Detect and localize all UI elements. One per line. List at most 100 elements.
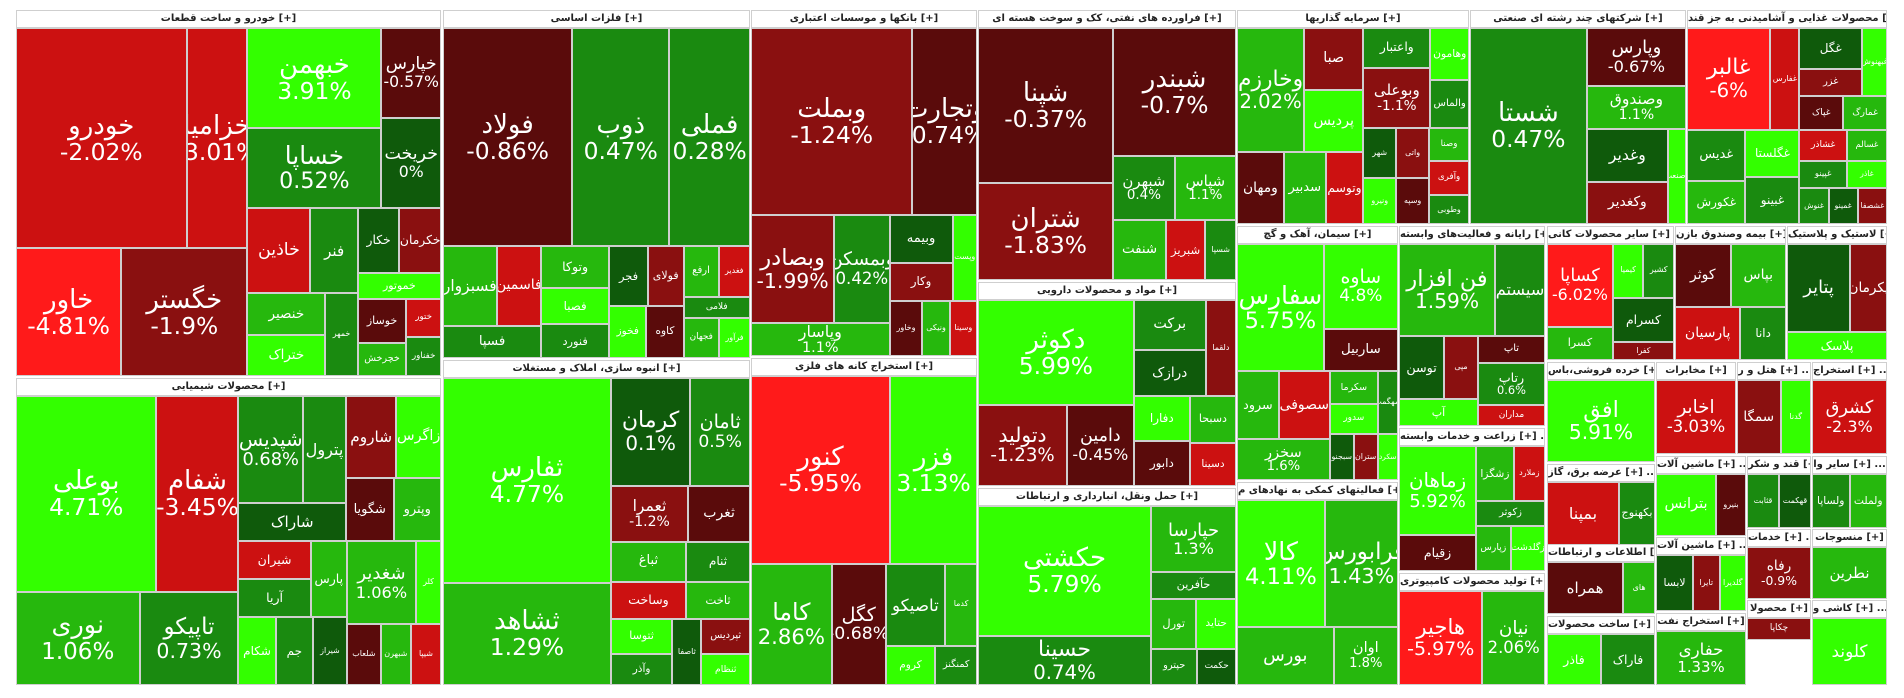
stock-tile[interactable]: کلوند: [1812, 618, 1887, 685]
stock-tile[interactable]: افق 5.91%: [1547, 380, 1655, 462]
stock-tile[interactable]: خفناور: [406, 337, 441, 376]
stock-tile[interactable]: کدما: [945, 563, 977, 646]
stock-tile[interactable]: غزر: [1799, 68, 1862, 96]
stock-tile[interactable]: زماهان 5.92%: [1399, 446, 1477, 536]
stock-tile[interactable]: خکرمان: [399, 208, 441, 273]
stock-tile[interactable]: فجر: [609, 246, 648, 306]
stock-tile[interactable]: خنصیر: [247, 293, 326, 335]
sector-title[interactable]: مخابرات [+]: [1656, 362, 1736, 380]
stock-tile[interactable]: ثنظام: [701, 654, 750, 685]
sector-title[interactable]: عرضه برق، گاز [+] ...: [1547, 464, 1655, 482]
stock-tile[interactable]: دکوثر 5.99%: [978, 300, 1134, 405]
sector-title[interactable]: انبوه سازی، املاک و مستغلات [+]: [443, 360, 750, 378]
stock-tile[interactable]: ثفارس 4.77%: [443, 378, 611, 583]
stock-tile[interactable]: دانا: [1740, 306, 1786, 360]
stock-tile[interactable]: بوعلی 4.71%: [16, 396, 157, 593]
sector-title[interactable]: ماشین آلات [+] ...: [1656, 537, 1746, 555]
stock-tile[interactable]: واتی: [1396, 127, 1430, 179]
stock-tile[interactable]: ثباغ: [610, 541, 686, 582]
stock-tile[interactable]: ختراک: [247, 334, 326, 376]
stock-tile[interactable]: گلدیرا: [1719, 555, 1746, 611]
stock-tile[interactable]: سمگا: [1737, 380, 1781, 454]
stock-tile[interactable]: حکشتی 5.79%: [978, 506, 1152, 637]
stock-tile[interactable]: بکهنوج: [1619, 482, 1655, 545]
stock-tile[interactable]: حکمت: [1197, 648, 1236, 685]
stock-tile[interactable]: ساوه 4.8%: [1323, 244, 1398, 329]
stock-tile[interactable]: ثعمرا -1.2%: [610, 485, 689, 542]
stock-tile[interactable]: بترانس: [1656, 474, 1716, 536]
stock-tile[interactable]: فسپا: [443, 325, 542, 358]
stock-tile[interactable]: لابسا: [1656, 555, 1694, 611]
stock-tile[interactable]: فنر: [310, 208, 358, 294]
stock-tile[interactable]: پردیس: [1304, 90, 1364, 153]
stock-tile[interactable]: حآفرین: [1151, 572, 1236, 599]
stock-tile[interactable]: وبیمه: [889, 214, 953, 263]
stock-tile[interactable]: غشصفا: [1857, 187, 1887, 224]
stock-tile[interactable]: کالا 4.11%: [1237, 500, 1325, 628]
sector-title[interactable]: استخراج کانه های فلزی [+]: [751, 358, 977, 376]
stock-tile[interactable]: مپی: [1444, 336, 1478, 400]
stock-tile[interactable]: شنفت: [1113, 220, 1166, 280]
sector-title[interactable]: ماشین آلات [+] ...: [1656, 456, 1746, 474]
stock-tile[interactable]: کرمان 0.1%: [610, 378, 691, 486]
stock-tile[interactable]: قثابت: [1747, 474, 1779, 528]
stock-tile[interactable]: وسینا: [949, 300, 977, 356]
stock-tile[interactable]: وخارزم 2.02%: [1237, 28, 1305, 153]
stock-tile[interactable]: شبهرن 0.4%: [1113, 156, 1175, 221]
stock-tile[interactable]: شهر: [1363, 127, 1397, 179]
stock-tile[interactable]: سهگمت: [1377, 371, 1398, 434]
stock-tile[interactable]: خگستر -1.9%: [121, 248, 248, 376]
stock-tile[interactable]: حتاید: [1196, 598, 1236, 649]
stock-tile[interactable]: ستران: [1353, 433, 1378, 480]
stock-tile[interactable]: ونیکی: [922, 300, 950, 356]
stock-tile[interactable]: وطوبی: [1429, 194, 1469, 224]
stock-tile[interactable]: خریخت 0%: [381, 118, 441, 209]
stock-tile[interactable]: فن افزار 1.59%: [1399, 244, 1496, 337]
stock-tile[interactable]: ثنام: [685, 541, 750, 582]
stock-tile[interactable]: خکار: [357, 208, 400, 273]
stock-tile[interactable]: دابور: [1133, 440, 1190, 486]
stock-tile[interactable]: دتولید -1.23%: [978, 404, 1067, 486]
stock-tile[interactable]: وخاور: [889, 300, 923, 356]
stock-tile[interactable]: ومهان: [1237, 152, 1284, 224]
stock-tile[interactable]: ثشاهد 1.29%: [443, 582, 611, 685]
stock-tile[interactable]: کمنگنز: [935, 645, 977, 685]
stock-tile[interactable]: شلعاب: [346, 624, 381, 685]
stock-tile[interactable]: فسبزوار: [443, 246, 497, 326]
sector-title[interactable]: خودرو و ساخت قطعات [+]: [16, 10, 441, 28]
sector-title[interactable]: زراعت و خدمات وابسته [+] ...: [1399, 428, 1545, 446]
stock-tile[interactable]: زگلدشت: [1510, 526, 1545, 571]
stock-tile[interactable]: شبریز: [1165, 220, 1206, 280]
sector-title[interactable]: خرده فروشی،باس [+] ...: [1547, 362, 1655, 380]
stock-tile[interactable]: کساپا -6.02%: [1547, 244, 1613, 327]
stock-tile[interactable]: سخزر 1.6%: [1237, 439, 1330, 480]
stock-tile[interactable]: کاما 2.86%: [751, 563, 832, 685]
stock-tile[interactable]: همراه: [1547, 562, 1624, 614]
stock-tile[interactable]: وتجارت-0.74%: [912, 28, 977, 215]
stock-tile[interactable]: غبهنوش: [1861, 28, 1887, 96]
stock-tile[interactable]: فلامی: [683, 296, 750, 319]
stock-tile[interactable]: سدبیر: [1283, 152, 1326, 224]
stock-tile[interactable]: ولملت: [1849, 474, 1887, 528]
stock-tile[interactable]: پتایر: [1787, 244, 1851, 333]
stock-tile[interactable]: ولساپا: [1812, 474, 1850, 528]
stock-tile[interactable]: کسرام: [1612, 297, 1674, 343]
stock-tile[interactable]: شبهرن: [380, 624, 411, 685]
sector-title[interactable]: مواد و محصولات دارویی [+]: [978, 282, 1236, 300]
stock-tile[interactable]: تایرا: [1693, 555, 1720, 611]
stock-tile[interactable]: غگلستا: [1745, 129, 1800, 177]
stock-tile[interactable]: دسینا: [1189, 442, 1236, 486]
sector-title[interactable]: خدمات [+] ...: [1747, 529, 1811, 547]
stock-tile[interactable]: آریا: [238, 579, 311, 618]
stock-tile[interactable]: کروم: [885, 645, 936, 685]
stock-tile[interactable]: فغدیر: [718, 246, 750, 297]
stock-tile[interactable]: پکرمان: [1850, 244, 1887, 333]
stock-tile[interactable]: وکار: [889, 262, 953, 301]
stock-tile[interactable]: وآفری: [1429, 161, 1469, 195]
stock-tile[interactable]: خموتور: [357, 272, 441, 299]
stock-tile[interactable]: ساربیل: [1323, 328, 1398, 372]
stock-tile[interactable]: برکت: [1133, 300, 1206, 351]
stock-tile[interactable]: فولاد -0.86%: [443, 28, 573, 247]
stock-tile[interactable]: غشاذر: [1799, 129, 1847, 161]
stock-tile[interactable]: فاذر: [1547, 634, 1601, 685]
